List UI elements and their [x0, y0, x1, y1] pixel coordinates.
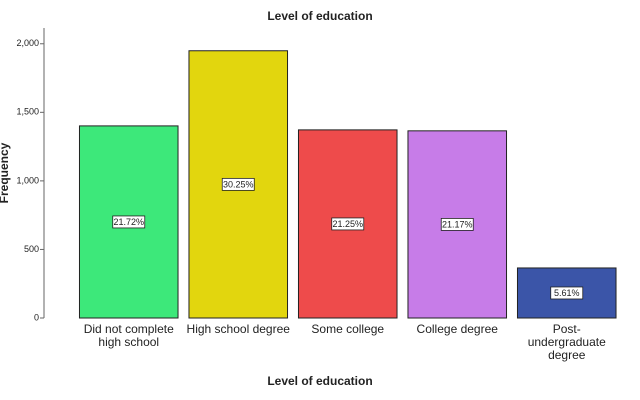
y-axis-label: Frequency: [0, 142, 11, 203]
chart-title: Level of education: [267, 9, 372, 23]
value-label: 21.25%: [332, 219, 363, 229]
y-tick-label: 2,000: [16, 38, 39, 48]
x-tick-label: Did not complete high school: [83, 322, 174, 349]
value-label-box: [112, 215, 146, 229]
x-tick-label: Post-undergraduate degree: [527, 322, 606, 362]
value-label: 30.25%: [223, 179, 254, 189]
value-label: 21.72%: [113, 217, 144, 227]
value-label-box: [550, 286, 584, 300]
y-tick-label: 500: [24, 244, 39, 254]
value-label-box: [331, 217, 365, 231]
value-label: 21.17%: [442, 219, 473, 229]
value-label-box: [440, 218, 474, 231]
x-tick-label: College degree: [416, 322, 498, 336]
y-tick-label: 1,000: [16, 175, 39, 185]
x-tick-label: High school degree: [186, 322, 290, 336]
y-tick-label: 1,500: [16, 107, 39, 117]
value-label-box: [221, 177, 255, 191]
x-axis-label: Level of education: [267, 374, 372, 388]
value-label: 5.61%: [554, 288, 580, 298]
y-tick-label: 0: [34, 312, 39, 322]
x-tick-label: Some college: [311, 322, 385, 336]
